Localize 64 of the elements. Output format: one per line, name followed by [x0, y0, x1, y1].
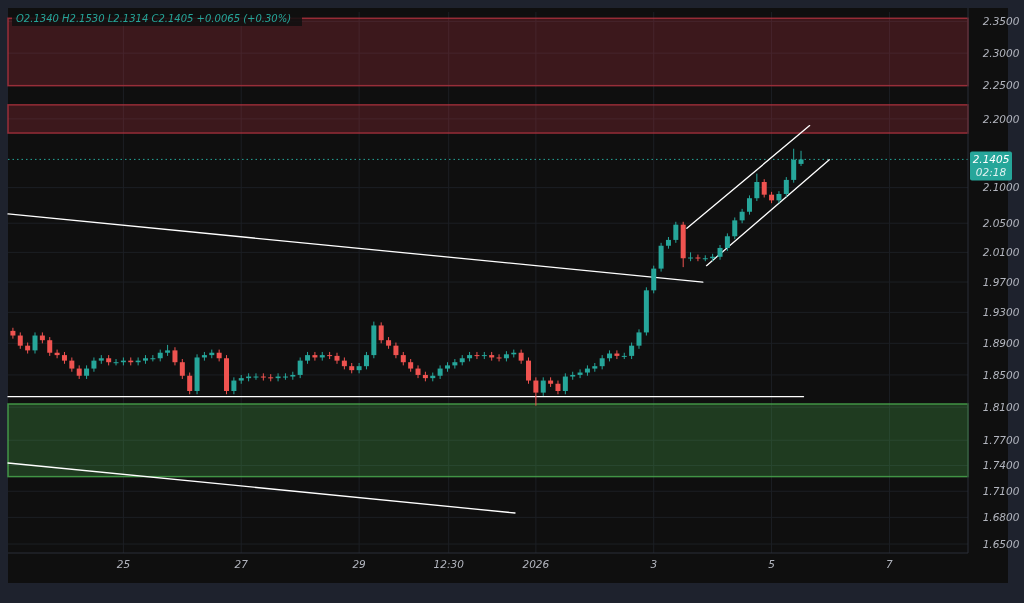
candlestick: [746, 194, 752, 216]
candlestick: [91, 356, 97, 373]
text: 02:18: [975, 166, 1007, 179]
y-tick-label: 1.7400: [982, 459, 1020, 472]
x-tick-label: 29: [352, 558, 367, 570]
candlestick: [562, 372, 568, 395]
candlestick: [282, 372, 288, 381]
candlestick: [113, 358, 119, 366]
y-tick-label: 2.1000: [982, 181, 1020, 194]
y-tick-label: 2.0500: [982, 216, 1020, 229]
y-tick-label: 1.8500: [982, 368, 1020, 381]
y-tick-label: 2.3000: [982, 46, 1020, 59]
y-tick-label: 1.7700: [982, 433, 1020, 446]
candlestick: [187, 372, 193, 395]
candlestick: [334, 352, 340, 365]
candlestick: [32, 331, 38, 355]
y-tick-label: 1.7100: [982, 484, 1020, 497]
y-tick-label: 2.2000: [982, 112, 1020, 125]
candlestick: [150, 354, 156, 362]
candlestick: [179, 358, 185, 380]
x-tick-label: 5: [768, 558, 776, 570]
candlestick: [754, 173, 760, 202]
candlestick: [732, 216, 738, 240]
candlestick: [673, 221, 679, 244]
candlestick: [415, 364, 421, 379]
candlestick: [378, 321, 384, 344]
candlestick: [526, 356, 532, 385]
ref-line-label: 2.1405: [972, 153, 1010, 166]
candlestick: [783, 176, 789, 198]
candlestick: [297, 356, 303, 379]
candlestick: [651, 265, 657, 294]
y-tick-label: 1.8100: [982, 400, 1020, 413]
x-tick-label: 3: [650, 558, 658, 570]
candlestick: [10, 327, 16, 340]
y-tick-label: 1.8900: [982, 337, 1020, 349]
y-tick-label: 2.0100: [982, 246, 1020, 259]
y-tick-label: 1.9700: [982, 275, 1020, 288]
y-tick-label: 2.3500: [982, 15, 1020, 28]
y-tick-label: 2.2500: [982, 79, 1020, 92]
candlestick: [636, 328, 642, 350]
y-tick-label: 1.6500: [982, 537, 1020, 550]
y-tick-label: 1.9300: [982, 306, 1020, 319]
candlestick: [356, 362, 362, 374]
y-tick-label: 1.6800: [982, 511, 1020, 524]
candlestick: [253, 372, 259, 381]
candlestick: [474, 351, 480, 360]
candlestick: [658, 242, 664, 273]
candlestick: [437, 364, 443, 380]
candlestick: [540, 376, 546, 397]
x-tick-label: 7: [886, 558, 894, 570]
chart-title: O2.1340 H2.1530 L2.1314 C2.1405 +0.0065 (+0.30%): [16, 13, 292, 24]
candlestick: [695, 254, 701, 262]
candlestick: [260, 372, 266, 382]
x-tick-label: 25: [116, 558, 131, 570]
x-tick-label: 27: [234, 558, 249, 570]
candlestick: [761, 178, 767, 199]
candlestick: [533, 376, 539, 407]
candlestick: [172, 346, 178, 366]
x-tick-label: 2026: [522, 558, 550, 570]
x-tick-label: 12:30: [433, 558, 465, 570]
candlestick: [496, 353, 502, 362]
candlestick: [47, 336, 53, 357]
candlestick: [776, 190, 782, 204]
candlestick: [452, 358, 458, 370]
